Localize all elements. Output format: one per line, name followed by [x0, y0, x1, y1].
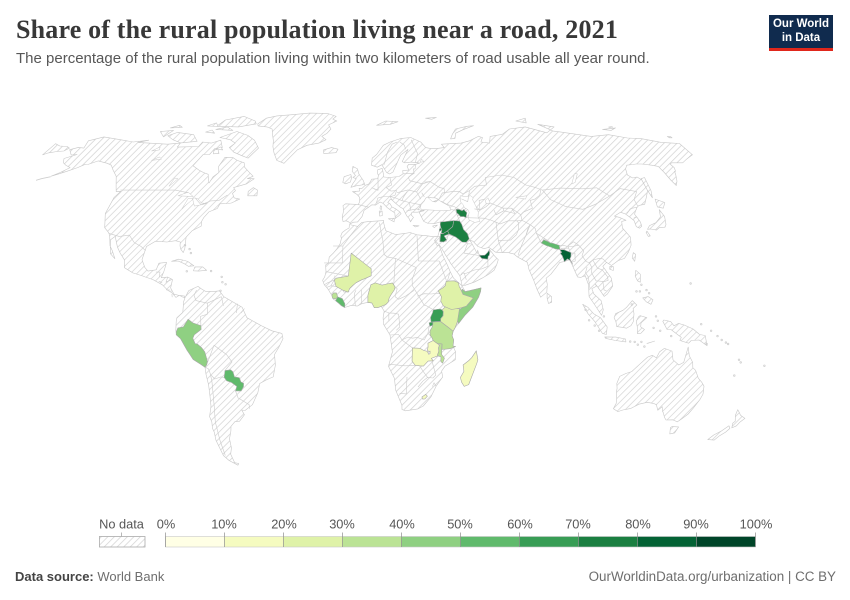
svg-text:No data: No data	[99, 517, 145, 532]
svg-text:100%: 100%	[740, 517, 773, 532]
svg-text:50%: 50%	[447, 517, 473, 532]
svg-text:90%: 90%	[683, 517, 709, 532]
svg-text:10%: 10%	[211, 517, 237, 532]
svg-text:40%: 40%	[389, 517, 415, 532]
svg-text:70%: 70%	[565, 517, 591, 532]
svg-text:60%: 60%	[507, 517, 533, 532]
svg-text:30%: 30%	[329, 517, 355, 532]
svg-text:0%: 0%	[157, 517, 176, 532]
svg-text:80%: 80%	[625, 517, 651, 532]
svg-text:20%: 20%	[271, 517, 297, 532]
